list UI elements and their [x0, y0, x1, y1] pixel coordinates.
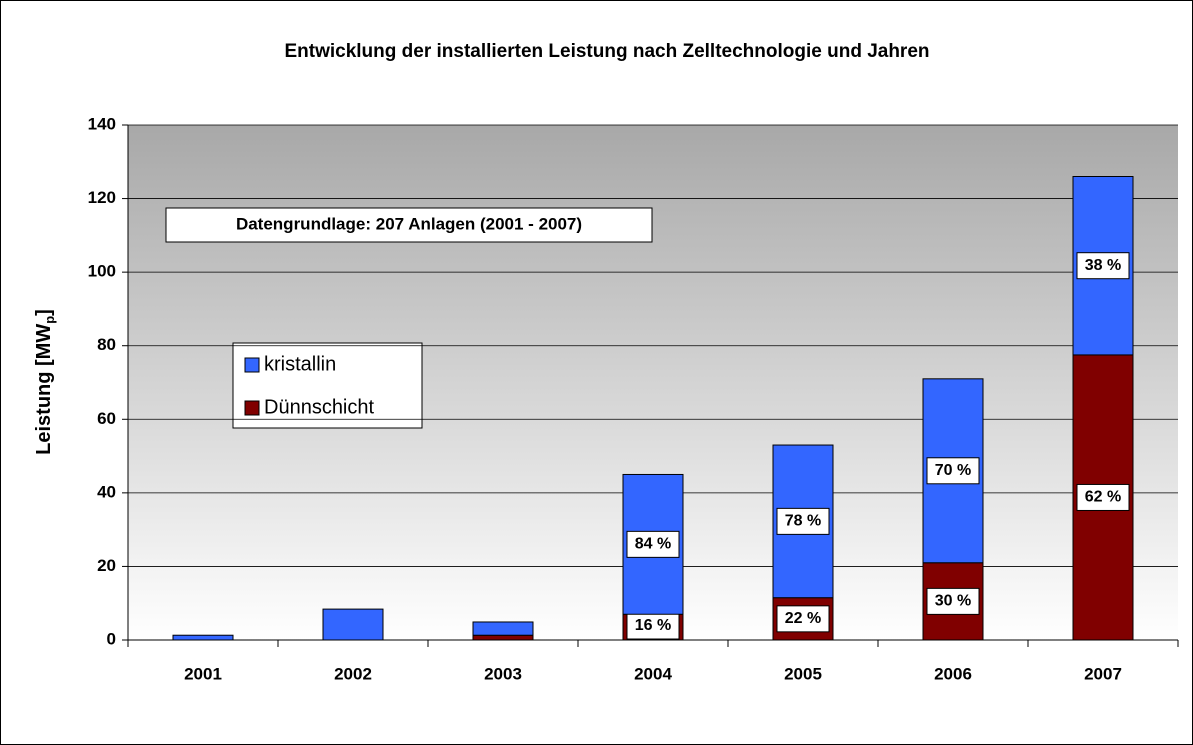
share-label: 22 %	[785, 610, 821, 627]
x-tick-label: 2004	[634, 664, 672, 683]
share-label-box	[1076, 483, 1130, 511]
x-tick-label: 2005	[784, 664, 822, 683]
share-label-box	[776, 605, 830, 633]
bar-segment	[472, 621, 534, 636]
legend	[232, 342, 423, 429]
share-label-box	[776, 507, 830, 535]
y-tick-label: 80	[97, 335, 116, 354]
y-tick-label: 60	[97, 409, 116, 428]
legend-swatch	[244, 357, 260, 373]
x-tick-label: 2006	[934, 664, 972, 683]
share-label: 30 %	[935, 593, 971, 610]
y-tick-label: 100	[88, 262, 116, 281]
legend-label: Dünnschicht	[264, 396, 375, 418]
share-label-box	[626, 530, 680, 558]
y-tick-label: 140	[88, 114, 116, 133]
x-tick-label: 2001	[184, 664, 222, 683]
share-label: 70 %	[935, 462, 971, 479]
share-label: 84 %	[635, 536, 671, 553]
share-label-box	[926, 457, 980, 485]
bar-segment	[172, 634, 234, 641]
y-axis-label: Leistung [MWp]	[33, 309, 57, 455]
y-tick-label: 0	[107, 629, 116, 648]
x-tick-label: 2002	[334, 664, 372, 683]
chart-title: Entwicklung der installierten Leistung n…	[284, 41, 929, 62]
share-label-box	[926, 587, 980, 615]
annotation: Datengrundlage: 207 Anlagen (2001 - 2007…	[236, 214, 582, 233]
y-tick-label: 20	[97, 556, 116, 575]
share-label-box	[626, 612, 680, 640]
y-tick-label: 120	[88, 188, 116, 207]
share-label: 16 %	[635, 617, 671, 634]
legend-swatch	[244, 400, 260, 416]
y-tick-label: 40	[97, 482, 116, 501]
x-tick-label: 2007	[1084, 664, 1122, 683]
x-tick-label: 2003	[484, 664, 522, 683]
share-label: 62 %	[1085, 489, 1121, 506]
legend-label: kristallin	[264, 353, 336, 375]
share-label: 38 %	[1085, 257, 1121, 274]
bar-segment	[322, 608, 384, 641]
share-label: 78 %	[785, 513, 821, 530]
annotation-box	[165, 207, 653, 243]
share-label-box	[1076, 252, 1130, 280]
bar-segment	[472, 634, 534, 641]
